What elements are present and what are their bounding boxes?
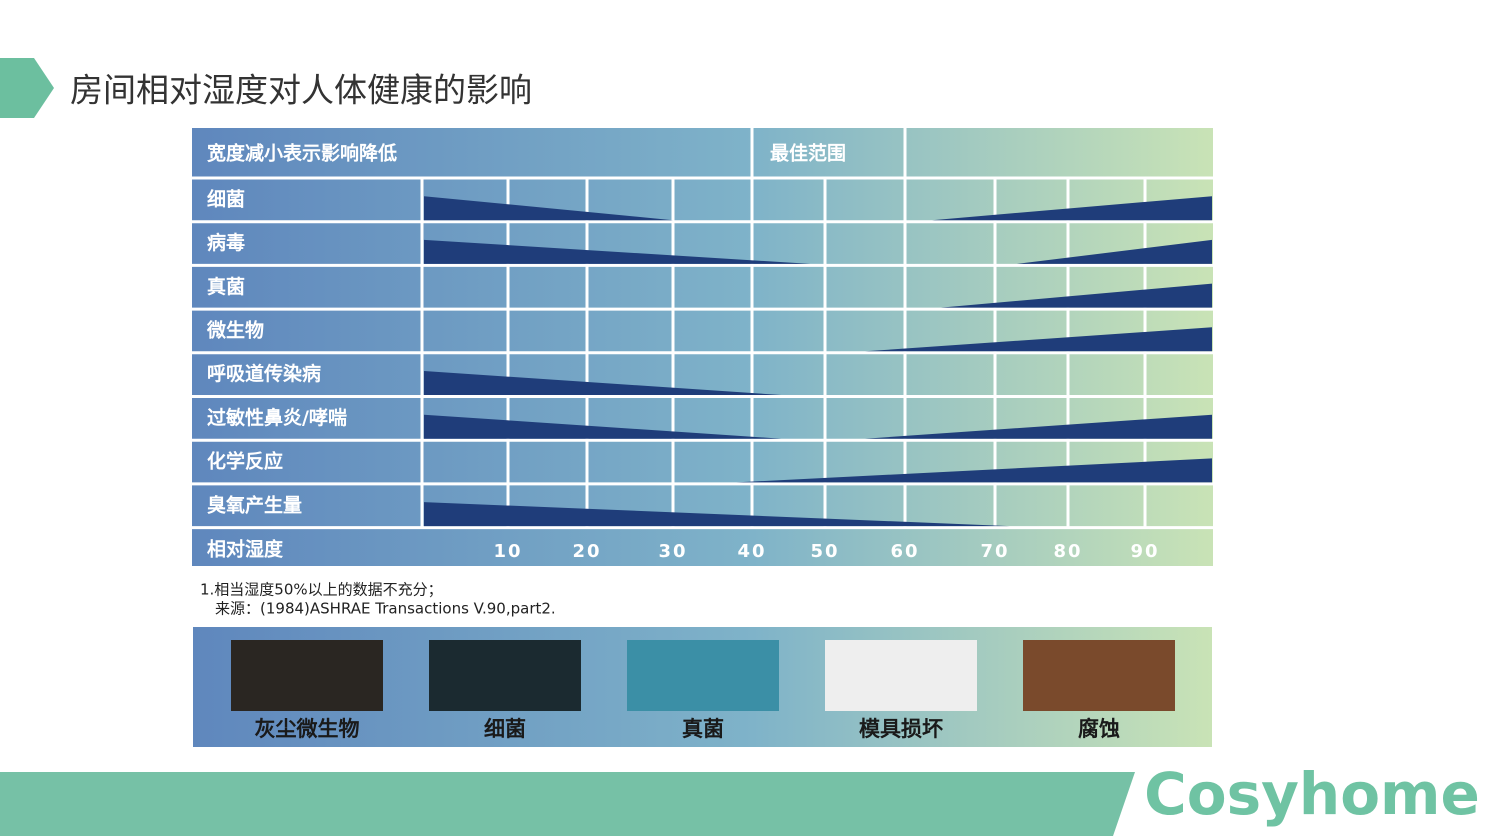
gallery-caption: 细菌 [484, 717, 526, 741]
row-label: 呼吸道传染病 [207, 362, 321, 385]
decrease-wedge [424, 239, 811, 264]
row-label: 化学反应 [207, 450, 283, 473]
slide-title: 房间相对湿度对人体健康的影响 [70, 71, 532, 110]
increase-wedge [941, 283, 1212, 308]
chart-layer: 10 20 30 40 50 60 70 80 90细菌病毒真菌微生物呼吸道传染病过敏性鼻炎/哮… [192, 128, 1213, 741]
row-label: 真菌 [207, 275, 245, 298]
note: 来源：(1984)ASHRAE Transactions V.90,part2. [215, 600, 556, 618]
decrease-wedge [424, 196, 673, 221]
increase-wedge [736, 458, 1212, 483]
gallery-image [825, 640, 977, 711]
increase-wedge [865, 414, 1212, 439]
gallery-caption: 灰尘微生物 [255, 717, 360, 741]
x-tick-label: 30 [658, 541, 687, 562]
row-label: 病毒 [207, 231, 245, 254]
row-label: 过敏性鼻炎/哮喘 [207, 406, 347, 429]
brand-logo: Cosyhome [1144, 760, 1480, 828]
gallery-image [231, 640, 383, 711]
gallery-image [429, 640, 581, 711]
footer-band [0, 772, 1135, 836]
x-tick-label: 60 [890, 541, 919, 562]
title-arrow [0, 58, 54, 118]
decrease-wedge [424, 371, 782, 395]
gallery-image [1023, 640, 1175, 711]
x-tick-label: 20 [572, 541, 601, 562]
x-tick-label: 90 [1130, 541, 1159, 562]
gallery-caption: 腐蚀 [1078, 717, 1120, 741]
x-axis-label: 相对湿度 [207, 538, 284, 561]
note: 1.相当湿度50%以上的数据不充分； [200, 581, 443, 599]
x-tick-label: 70 [980, 541, 1009, 562]
increase-wedge [932, 196, 1212, 221]
gallery-caption: 模具损坏 [859, 717, 943, 741]
row-label: 臭氧产生量 [207, 493, 302, 516]
row-label: 细菌 [207, 187, 245, 210]
x-tick-label: 50 [810, 541, 839, 562]
x-tick-label: 10 [493, 541, 522, 562]
header-note: 宽度减小表示影响降低 [207, 142, 397, 165]
optimal-label: 最佳范围 [770, 142, 846, 165]
increase-wedge [865, 327, 1212, 352]
gallery-caption: 真菌 [682, 717, 724, 741]
x-tick-label: 80 [1053, 541, 1082, 562]
row-label: 微生物 [206, 318, 264, 341]
decrease-wedge [424, 502, 1010, 527]
increase-wedge [1016, 239, 1212, 264]
gallery-image [627, 640, 779, 711]
decrease-wedge [424, 414, 782, 439]
x-tick-label: 40 [737, 541, 766, 562]
